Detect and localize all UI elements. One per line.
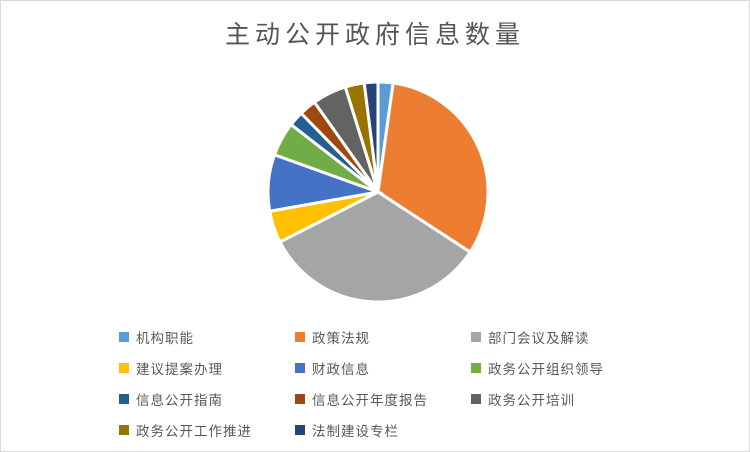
- legend-label: 部门会议及解读: [488, 330, 590, 346]
- legend-item-1[interactable]: 机构职能: [119, 327, 295, 347]
- legend-label: 政务公开培训: [488, 392, 575, 408]
- legend-swatch-icon: [119, 362, 129, 373]
- pie-slice-11[interactable]: [362, 80, 380, 193]
- legend-swatch-icon: [295, 362, 305, 373]
- legend-item-9[interactable]: 政务公开培训: [471, 389, 731, 409]
- legend-label: 政务公开组织领导: [488, 361, 604, 377]
- legend-swatch-icon: [119, 424, 129, 435]
- legend-item-5[interactable]: 财政信息: [295, 358, 471, 378]
- legend-label: 财政信息: [312, 361, 370, 377]
- legend-swatch-icon: [471, 331, 481, 342]
- legend-swatch-icon: [295, 424, 305, 435]
- legend-item-11[interactable]: 法制建设专栏: [295, 420, 471, 440]
- legend-label: 信息公开指南: [136, 392, 223, 408]
- legend-swatch-icon: [119, 393, 129, 404]
- pie-slice-3[interactable]: [277, 190, 473, 304]
- legend-label: 信息公开年度报告: [312, 392, 428, 408]
- legend-item-7[interactable]: 信息公开指南: [119, 389, 295, 409]
- legend-label: 政策法规: [312, 330, 370, 346]
- pie-chart: [266, 80, 490, 304]
- legend-swatch-icon: [295, 331, 305, 342]
- legend-swatch-icon: [119, 331, 129, 342]
- chart-title: 主动公开政府信息数量: [224, 21, 525, 49]
- legend-swatch-icon: [471, 362, 481, 373]
- legend-item-2[interactable]: 政策法规: [295, 327, 471, 347]
- chart-legend: 机构职能 政策法规 部门会议及解读建议提案办理 财政信息 政务公开组织领导信息公开指南 信…: [119, 321, 731, 445]
- legend-item-4[interactable]: 建议提案办理: [119, 358, 295, 378]
- legend-item-8[interactable]: 信息公开年度报告: [295, 389, 471, 409]
- legend-swatch-icon: [295, 393, 305, 404]
- legend-label: 政务公开工作推进: [136, 423, 252, 439]
- legend-label: 机构职能: [136, 330, 194, 346]
- legend-label: 法制建设专栏: [312, 423, 399, 439]
- legend-item-3[interactable]: 部门会议及解读: [471, 327, 731, 347]
- legend-item-10[interactable]: 政务公开工作推进: [119, 420, 295, 440]
- legend-label: 建议提案办理: [136, 361, 223, 377]
- legend-swatch-icon: [471, 393, 481, 404]
- legend-item-6[interactable]: 政务公开组织领导: [471, 358, 731, 378]
